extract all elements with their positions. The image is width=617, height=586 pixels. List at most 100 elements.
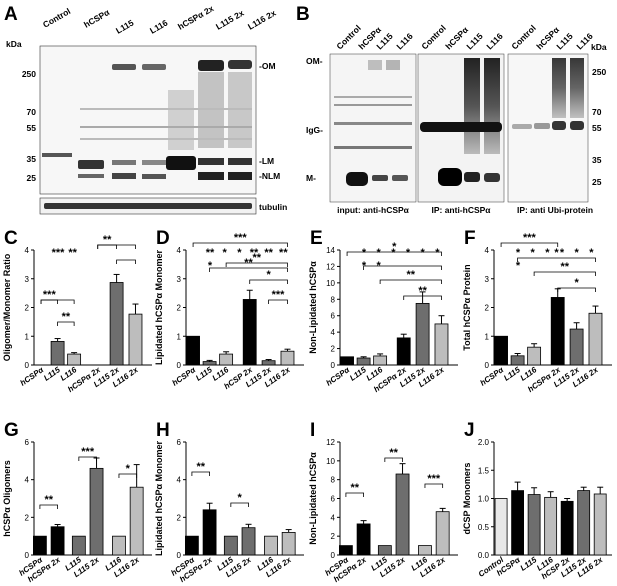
bar [510,355,525,366]
y-tick-label: 2 [25,304,30,313]
blot-bands-a [42,60,252,180]
marker-b-250: 250 [592,67,606,77]
band [464,172,480,182]
panel-label-b: B [296,4,310,25]
band [372,175,388,181]
significance-bracket [403,295,442,300]
igg-label-b: IgG- [306,125,323,135]
lane-label-b2-control: Control [419,23,447,51]
y-axis-label: dCSP Monomers [462,463,472,535]
bar [373,355,388,366]
significance-label: ** [250,247,259,259]
bar [356,357,371,366]
significance-label: * [392,241,397,253]
band [512,124,532,129]
bar [33,535,47,556]
band [80,138,252,140]
y-tick-label: 2 [331,345,336,354]
caption-b1: input: anti-hCSPα [337,205,410,215]
bar [281,532,296,556]
y-tick-label: 0 [25,551,30,560]
y-tick-label: 0.5 [478,523,490,532]
y-tick-label: 1.0 [478,495,490,504]
significance-bracket [192,242,288,247]
band [198,60,224,71]
significance-bracket [191,471,210,476]
band [484,173,500,182]
significance-label: * [516,260,521,272]
y-tick-label: 4 [485,246,490,255]
bar [434,323,449,366]
significance-label: * [421,247,426,259]
panel-label-f: F [464,228,476,249]
band [552,121,566,130]
significance-label: * [516,247,521,259]
bar [569,328,584,366]
caption-b3: IP: anti Ubi-protein [517,205,593,215]
y-tick-label: 1 [25,332,30,341]
band [142,160,166,165]
band [438,168,462,186]
bar [395,473,410,556]
significance-label: *** [427,473,441,485]
y-axis-label: Non-Lipidated hCSPα [308,452,318,545]
tubulin-label: tubulin [259,202,287,212]
y-tick-label: 4 [25,476,30,485]
bar [435,511,450,556]
band [80,108,252,110]
y-tick-label: 6 [331,495,336,504]
band [334,96,412,98]
y-tick-label: 2.0 [478,438,490,447]
bar [356,523,371,556]
panel-label-c: C [4,228,18,249]
lane-label-b2-l116: L116 [484,31,505,52]
significance-label: ** [389,447,398,459]
band-smear [570,58,584,118]
bar [261,360,276,366]
significance-label: *** [272,289,286,301]
lm-label-a: -LM [259,156,274,166]
significance-label: *** [234,232,248,244]
band [534,123,550,129]
bar [577,490,591,556]
y-tick-label: 0 [177,361,182,370]
bar [219,353,234,366]
bar [560,500,574,556]
band [142,64,166,70]
lane-label-a-hcsp2x: hCSPα 2x [176,3,216,32]
significance-bracket [363,265,442,270]
y-axis-label: hCSPα Oligomers [2,460,12,537]
significance-label: *** [81,446,95,458]
significance-label: * [208,260,213,272]
band [386,60,400,70]
y-tick-label: 2 [177,513,182,522]
y-tick-label: 1 [485,332,490,341]
bar [109,282,124,366]
y-tick-label: 0 [331,361,336,370]
bar [511,490,525,556]
band [112,173,136,179]
significance-bracket [230,502,249,507]
significance-label: ** [407,269,416,281]
y-tick-label: 3 [177,275,182,284]
bar [415,302,430,366]
left-labels-b: OM- IgG- M- [306,56,323,183]
bar [89,467,104,556]
significance-label: *** [52,247,66,259]
y-axis-label: Non-Lipidated hCSPα [308,261,318,354]
bar [527,494,541,556]
significance-label: * [575,247,580,259]
significance-label: * [266,269,271,281]
y-tick-label: 0 [25,361,30,370]
bar [280,350,295,366]
bar [241,527,256,556]
band [198,172,224,180]
band [228,172,252,180]
bar [223,535,238,556]
y-tick-label: 10 [326,279,335,288]
